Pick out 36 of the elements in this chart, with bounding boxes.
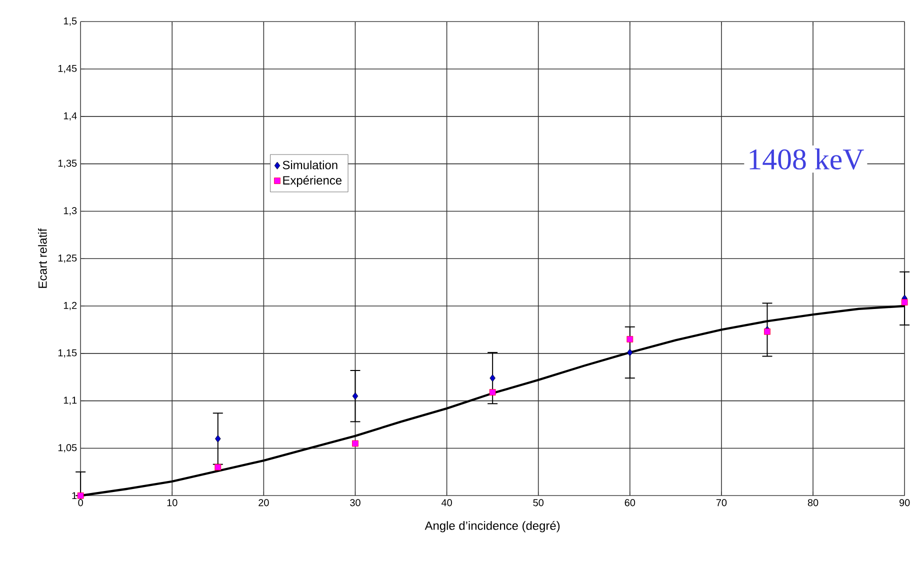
y-tick-label: 1,2 [64,302,77,310]
y-tick-label: 1,15 [58,349,77,358]
y-tick-label: 1,25 [58,254,77,263]
y-tick-label: 1,4 [64,112,77,120]
point [626,336,634,342]
y-axis-title: Ecart relatif [38,228,47,288]
point [901,299,908,306]
point [490,374,496,382]
y-tick-label: 1 [72,492,77,500]
x-tick-label: 10 [167,499,178,506]
x-tick-label: 90 [899,499,910,506]
y-tick-label: 1,5 [64,18,77,26]
point [764,328,770,335]
x-tick-label: 60 [624,499,636,506]
x-tick-label: 80 [808,499,818,506]
point [352,392,358,400]
point [489,389,496,396]
y-tick-label: 1,35 [58,160,77,168]
x-axis-title: Angle d’incidence (degré) [424,521,560,532]
x-tick-label: 40 [441,499,452,506]
x-tick-label: 30 [350,499,360,506]
annotation: 1408 keV [750,148,864,170]
legend-label: Expérience [283,176,342,187]
legend-label: Simulation [282,160,338,170]
x-tick-label: 70 [716,499,727,506]
point [215,434,221,443]
y-tick-label: 1,3 [64,207,77,216]
point [627,348,633,356]
y-tick-label: 1,1 [64,396,77,405]
x-tick-label: 50 [533,499,544,506]
x-tick-label: 20 [258,499,269,506]
point [214,464,222,470]
x-tick-label: 0 [78,499,83,506]
y-tick-label: 1,05 [58,444,77,452]
point [352,440,358,447]
y-tick-label: 1,45 [58,64,77,74]
